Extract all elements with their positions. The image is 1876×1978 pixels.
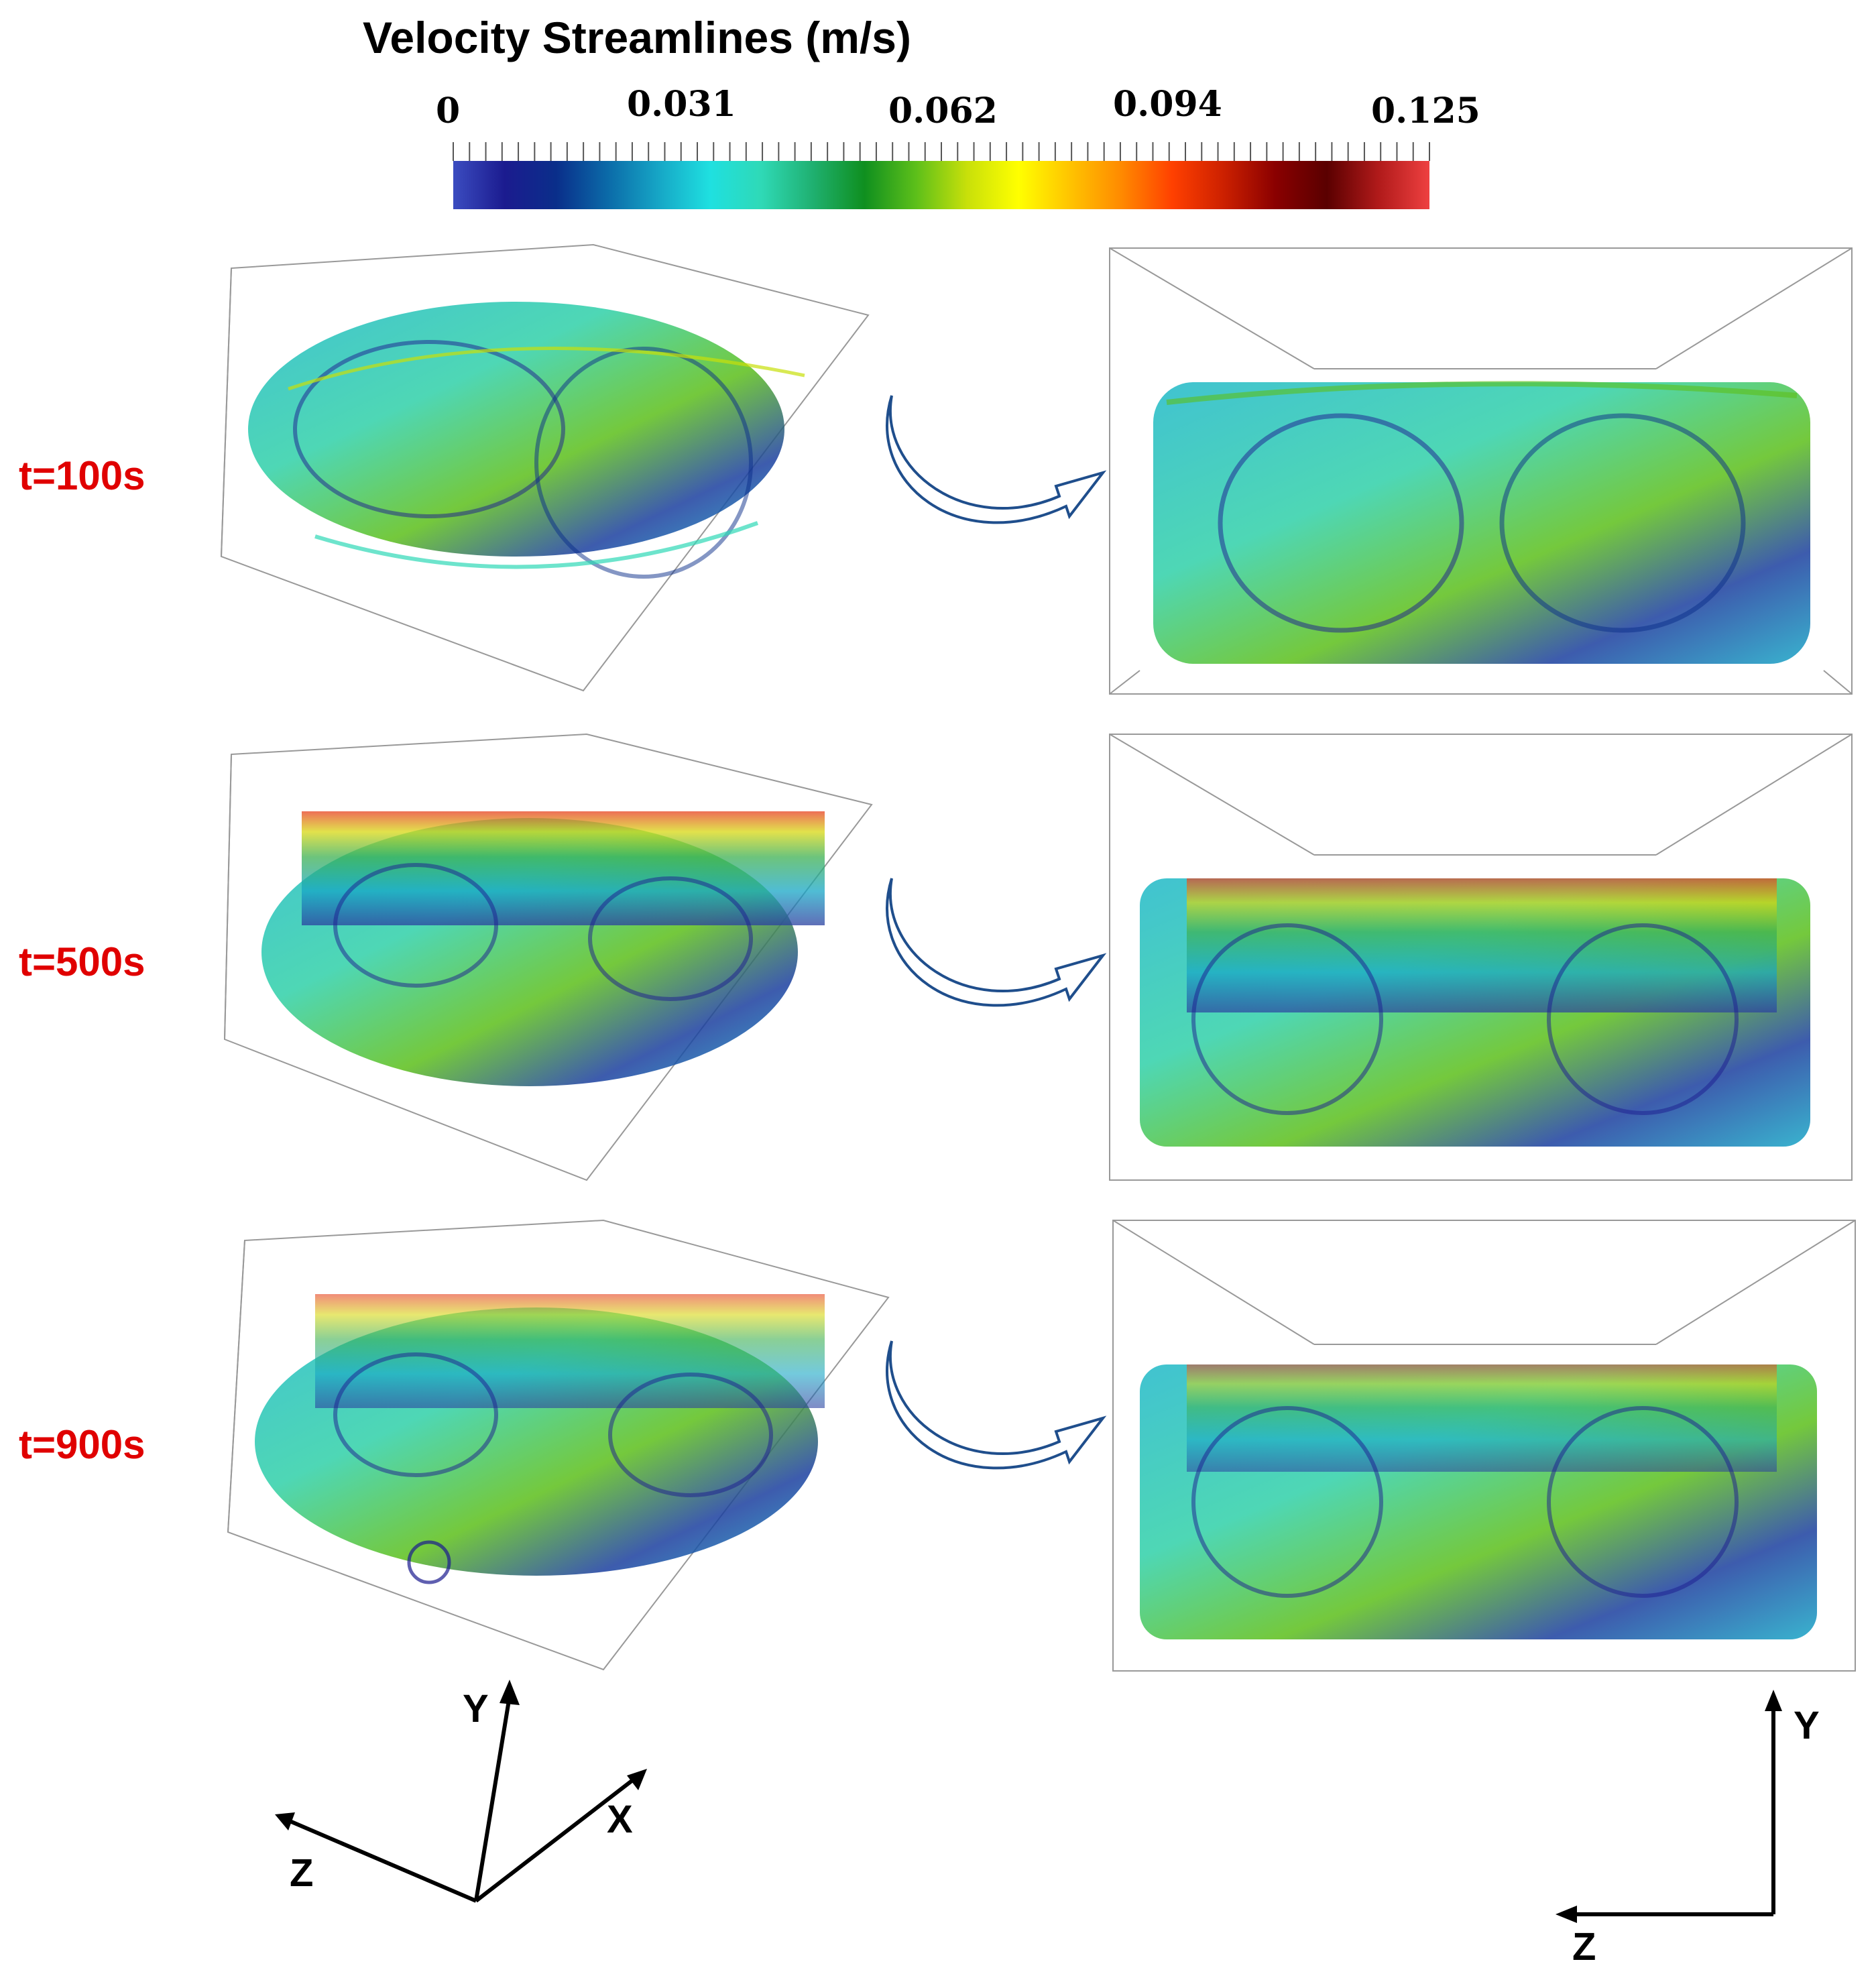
row1-front-view — [1109, 247, 1853, 695]
row1-perspective-view — [220, 243, 870, 692]
colorbar-ticks — [453, 142, 1430, 161]
rotate-arrow-icon — [886, 395, 1107, 524]
axis-triad-3d — [275, 1680, 647, 1903]
axis-label-z: Z — [290, 1851, 314, 1895]
colorbar-tick-label: 0.094 — [1113, 84, 1222, 125]
axis-label-y: Y — [463, 1687, 489, 1731]
row3-front-view — [1112, 1220, 1856, 1672]
colorbar-title: Velocity Streamlines (m/s) — [362, 13, 911, 62]
colorbar-tick-label: 0.062 — [888, 91, 998, 131]
time-label: t=900s — [19, 1422, 145, 1467]
axis-label-x: X — [607, 1798, 633, 1841]
rotate-arrow-icon — [886, 1340, 1107, 1470]
axis-label-z: Z — [1572, 1925, 1596, 1969]
axis-triad-2d — [1556, 1690, 1782, 1923]
axis-label-y: Y — [1794, 1704, 1820, 1747]
colorbar — [453, 161, 1429, 209]
colorbar-tick-label: 0.125 — [1371, 91, 1480, 131]
row2-front-view — [1109, 734, 1853, 1181]
colorbar-tick-label: 0.031 — [627, 84, 736, 125]
row2-perspective-view — [223, 733, 873, 1181]
row3-perspective-view — [227, 1219, 890, 1671]
time-label: t=100s — [19, 453, 145, 498]
colorbar-tick-label: 0 — [436, 91, 461, 131]
rotate-arrow-icon — [886, 878, 1107, 1007]
time-label: t=500s — [19, 939, 145, 984]
